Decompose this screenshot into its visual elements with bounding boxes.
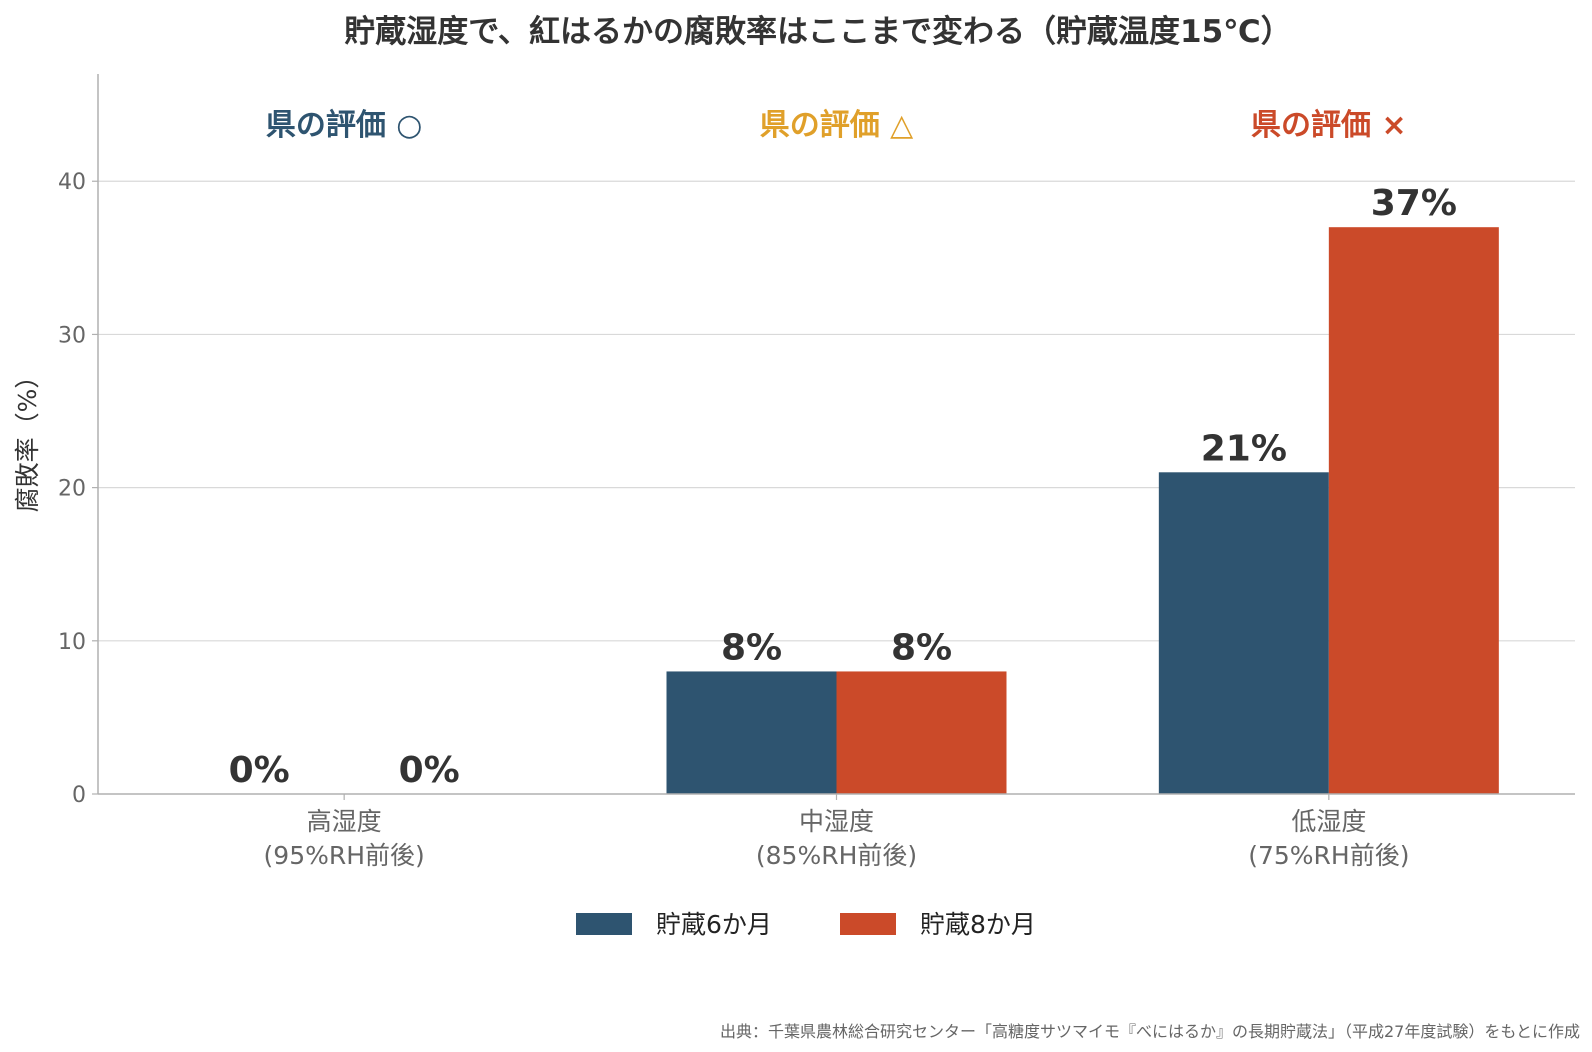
x-tick-label: 低湿度: [1291, 807, 1366, 836]
y-axis-label: 腐敗率（%）: [13, 364, 42, 513]
source-note: 出典：千葉県農林総合研究センター「高糖度サツマイモ『べにはるか』の長期貯蔵法」（…: [720, 1022, 1580, 1041]
evaluation-label: 県の評価 △: [760, 108, 914, 143]
data-label: 8%: [721, 627, 782, 668]
x-axis-categories: 高湿度 (95%RH前後) 中湿度 (85%RH前後) 低湿度 (75%RH前後): [264, 794, 1409, 870]
y-tick-label: 30: [58, 323, 86, 348]
y-tick-label: 10: [58, 630, 86, 655]
chart-title: 貯蔵湿度で、紅はるかの腐敗率はここまで変わる（貯蔵温度15℃）: [344, 14, 1291, 50]
data-label: 37%: [1371, 183, 1457, 224]
x-tick-label: 高湿度: [307, 807, 382, 836]
evaluation-label: 県の評価 ×: [1251, 108, 1407, 143]
y-tick-label: 20: [58, 477, 86, 502]
y-axis-ticks: 0 10 20 30 40: [58, 170, 98, 808]
x-tick-label: 中湿度: [799, 807, 874, 836]
bar: [1328, 227, 1499, 795]
legend: 貯蔵6か月 貯蔵8か月: [576, 910, 1036, 939]
data-label: 8%: [891, 627, 952, 668]
legend-swatch: [840, 913, 896, 935]
data-label: 0%: [229, 750, 290, 791]
x-tick-label: (85%RH前後): [756, 841, 917, 870]
data-labels: 0% 0% 8% 8% 21% 37%: [229, 183, 1457, 791]
data-label: 21%: [1201, 428, 1287, 469]
bar: [836, 671, 1007, 794]
y-tick-label: 0: [72, 783, 86, 808]
legend-label: 貯蔵8か月: [920, 910, 1036, 939]
data-label: 0%: [399, 750, 460, 791]
bar: [666, 671, 837, 794]
y-tick-label: 40: [58, 170, 86, 195]
bar: [1158, 472, 1329, 794]
x-tick-label: (75%RH前後): [1248, 841, 1409, 870]
evaluation-labels: 県の評価 ○ 県の評価 △ 県の評価 ×: [266, 108, 1407, 143]
legend-label: 貯蔵6か月: [656, 910, 772, 939]
evaluation-label: 県の評価 ○: [266, 108, 423, 143]
bars: [666, 227, 1499, 795]
legend-swatch: [576, 913, 632, 935]
x-tick-label: (95%RH前後): [264, 841, 425, 870]
